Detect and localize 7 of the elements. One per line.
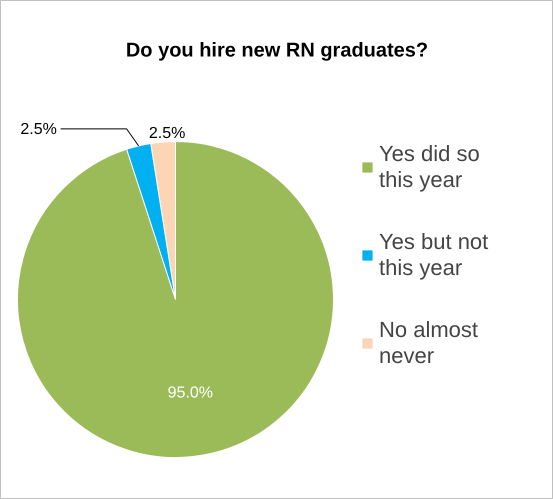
legend-label: No almost never	[379, 317, 478, 369]
legend-label: Yes but not this year	[379, 229, 488, 281]
legend-label: Yes did so this year	[379, 141, 480, 193]
chart-title: Do you hire new RN graduates?	[126, 40, 428, 62]
data-label: 2.5%	[20, 120, 57, 138]
data-label: 2.5%	[148, 124, 186, 142]
data-label: 95.0%	[168, 384, 214, 402]
